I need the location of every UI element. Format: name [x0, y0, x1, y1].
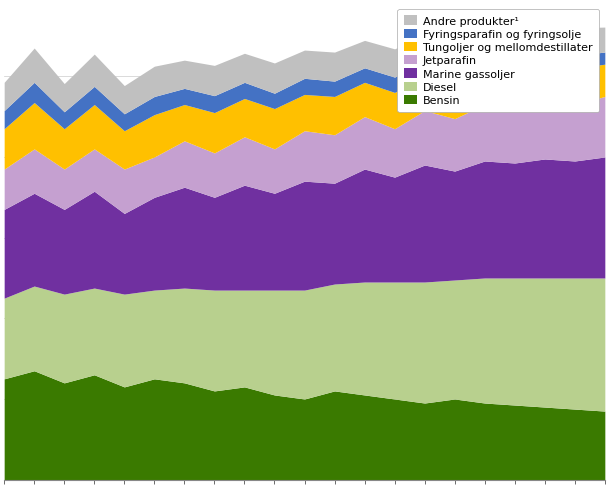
Legend: Andre produkter¹, Fyringsparafin og fyringsolje, Tungoljer og mellomdestillater,: Andre produkter¹, Fyringsparafin og fyri… — [398, 10, 599, 113]
